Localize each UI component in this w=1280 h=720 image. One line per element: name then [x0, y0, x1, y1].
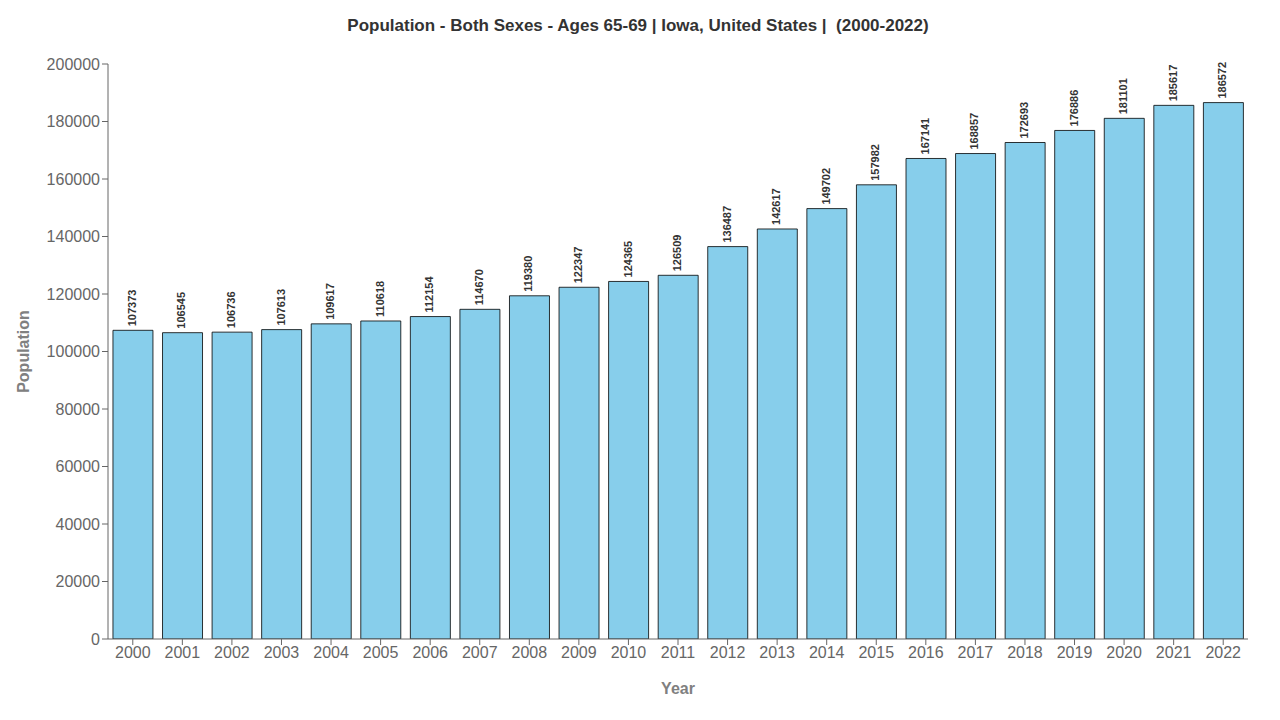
svg-text:2001: 2001: [165, 644, 201, 661]
svg-text:2008: 2008: [512, 644, 548, 661]
svg-text:136487: 136487: [721, 206, 733, 243]
svg-text:109617: 109617: [324, 283, 336, 320]
svg-text:2019: 2019: [1057, 644, 1093, 661]
svg-text:2022: 2022: [1205, 644, 1241, 661]
svg-text:149702: 149702: [820, 168, 832, 205]
svg-text:2010: 2010: [611, 644, 647, 661]
svg-text:2020: 2020: [1106, 644, 1142, 661]
svg-text:140000: 140000: [47, 228, 100, 245]
svg-text:100000: 100000: [47, 343, 100, 360]
svg-text:106545: 106545: [175, 292, 187, 329]
svg-text:160000: 160000: [47, 171, 100, 188]
svg-text:2005: 2005: [363, 644, 399, 661]
svg-text:20000: 20000: [56, 573, 101, 590]
svg-text:Year: Year: [661, 680, 695, 697]
svg-text:2000: 2000: [115, 644, 151, 661]
svg-text:124365: 124365: [622, 241, 634, 278]
svg-text:114670: 114670: [473, 269, 485, 305]
html-text:Population - Both Sexes - Ages: Population - Both Sexes - Ages 65-69 | I…: [347, 16, 929, 35]
svg-text:142617: 142617: [770, 188, 782, 225]
svg-text:185617: 185617: [1167, 65, 1179, 102]
svg-text:126509: 126509: [671, 235, 683, 272]
svg-text:0: 0: [91, 631, 100, 648]
svg-text:2011: 2011: [661, 644, 696, 661]
svg-text:60000: 60000: [56, 458, 101, 475]
svg-text:2015: 2015: [858, 644, 894, 661]
svg-text:2017: 2017: [958, 644, 994, 661]
svg-text:2003: 2003: [264, 644, 300, 661]
svg-text:168857: 168857: [968, 113, 980, 150]
svg-text:122347: 122347: [572, 247, 584, 284]
svg-text:120000: 120000: [47, 286, 100, 303]
svg-text:180000: 180000: [47, 113, 100, 130]
svg-text:2009: 2009: [561, 644, 597, 661]
svg-text:176886: 176886: [1068, 90, 1080, 127]
svg-text:107613: 107613: [275, 289, 287, 326]
svg-text:2018: 2018: [1007, 644, 1043, 661]
svg-text:2016: 2016: [908, 644, 944, 661]
svg-text:Population: Population: [15, 310, 32, 393]
svg-text:2006: 2006: [412, 644, 448, 661]
svg-text:2002: 2002: [214, 644, 250, 661]
svg-text:112154: 112154: [423, 276, 435, 313]
svg-text:181101: 181101: [1117, 78, 1129, 114]
svg-text:172693: 172693: [1018, 102, 1030, 139]
svg-text:2007: 2007: [462, 644, 498, 661]
svg-text:106736: 106736: [225, 291, 237, 328]
svg-text:2021: 2021: [1156, 644, 1192, 661]
svg-text:167141: 167141: [919, 118, 931, 155]
svg-text:110618: 110618: [374, 281, 386, 317]
svg-text:80000: 80000: [56, 401, 101, 418]
svg-text:157982: 157982: [869, 144, 881, 181]
svg-text:40000: 40000: [56, 516, 101, 533]
svg-text:2013: 2013: [759, 644, 795, 661]
svg-text:186572: 186572: [1216, 62, 1228, 99]
svg-text:200000: 200000: [47, 56, 100, 73]
svg-text:2004: 2004: [313, 644, 349, 661]
svg-text:2014: 2014: [809, 644, 845, 661]
svg-text:119380: 119380: [522, 256, 534, 292]
svg-text:107373: 107373: [126, 290, 138, 327]
svg-text:2012: 2012: [710, 644, 746, 661]
